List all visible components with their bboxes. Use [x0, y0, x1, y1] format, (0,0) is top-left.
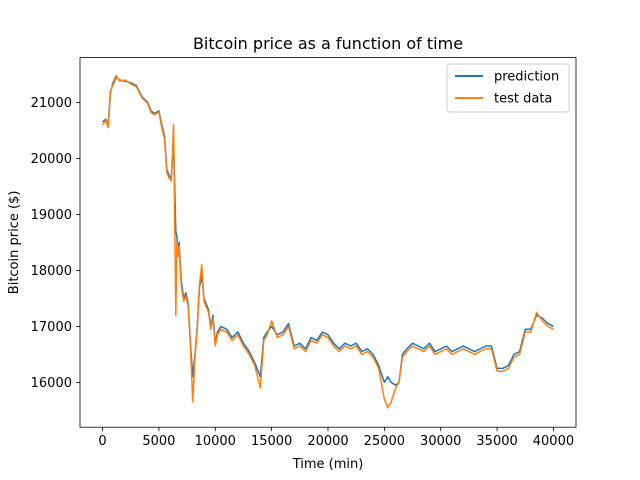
- x-axis-label: Time (min): [292, 457, 364, 472]
- x-tick-label: 25000: [364, 434, 405, 449]
- x-tick-label: 15000: [251, 434, 292, 449]
- y-tick-label: 17000: [31, 320, 72, 335]
- legend: prediction test data: [446, 63, 570, 113]
- x-tick-label: 10000: [195, 434, 236, 449]
- y-tick-label: 16000: [31, 376, 72, 391]
- x-tick-label: 20000: [307, 434, 348, 449]
- y-tick-label: 21000: [31, 96, 72, 111]
- series-line-test-data: [101, 74, 554, 409]
- x-tick-label: 5000: [142, 434, 175, 449]
- legend-label-test-data: test data: [494, 92, 552, 107]
- y-tick-label: 19000: [31, 208, 72, 223]
- x-tick-label: 35000: [476, 434, 517, 449]
- chart-title: Bitcoin price as a function of time: [193, 34, 463, 53]
- series-layer: [101, 74, 554, 409]
- series-line-prediction: [102, 76, 554, 386]
- x-tick-label: 30000: [420, 434, 461, 449]
- y-tick-label: 20000: [31, 152, 72, 167]
- x-tick-label: 0: [98, 434, 106, 449]
- y-axis-label: Bitcoin price ($): [7, 191, 22, 295]
- legend-label-prediction: prediction: [494, 70, 559, 85]
- y-axis-ticks: 16000 17000 18000 19000 20000 21000: [31, 96, 80, 391]
- x-tick-label: 40000: [533, 434, 574, 449]
- y-tick-label: 18000: [31, 264, 72, 279]
- x-axis-ticks: 0 5000 10000 15000 20000 25000 30000 35000 40000: [98, 427, 574, 449]
